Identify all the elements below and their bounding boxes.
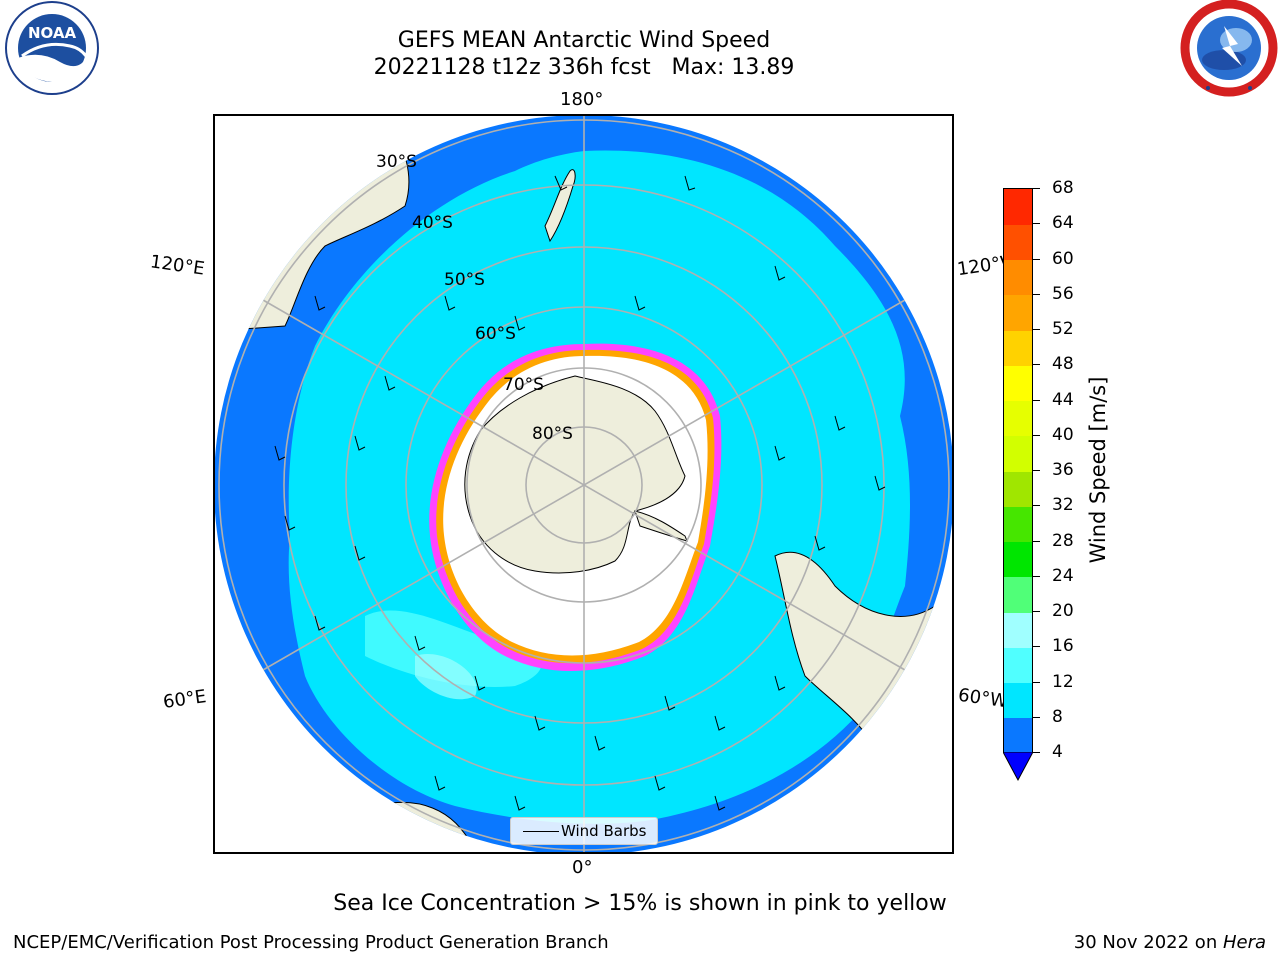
colorbar-tick xyxy=(1033,611,1040,612)
colorbar-tick xyxy=(1033,752,1040,753)
colorbar-segment xyxy=(1004,647,1032,683)
wind-patch-light-2 xyxy=(415,654,477,700)
colorbar-tick xyxy=(1033,188,1040,189)
colorbar-title: Wind Speed [m/s] xyxy=(1086,376,1110,564)
chart-title: GEFS MEAN Antarctic Wind Speed xyxy=(397,28,771,53)
lon-label-60e: 60°E xyxy=(161,686,208,713)
colorbar-tick xyxy=(1033,399,1040,401)
colorbar-tick xyxy=(1033,293,1040,295)
colorbar-segment xyxy=(1004,330,1032,366)
wind-barb-legend-label: Wind Barbs xyxy=(561,822,647,840)
colorbar-tick xyxy=(1033,681,1040,683)
lat-label-40s: 40°S xyxy=(412,213,453,233)
noaa-logo-text: NOAA xyxy=(28,24,77,42)
noaa-logo-icon: NOAA xyxy=(0,0,104,100)
lat-label-70s: 70°S xyxy=(503,375,544,395)
footer-system: Hera xyxy=(1222,932,1266,953)
graticule xyxy=(218,116,950,852)
colorbar-tick-label: 60 xyxy=(1052,248,1074,269)
colorbar-segment xyxy=(1004,471,1032,507)
colorbar-segment xyxy=(1004,576,1032,613)
colorbar-tick-label: 68 xyxy=(1052,178,1074,198)
colorbar-tick xyxy=(1033,470,1040,471)
colorbar-segment xyxy=(1004,400,1032,437)
map-panel xyxy=(213,114,954,854)
lon-label-120e: 120°E xyxy=(148,251,206,280)
colorbar-tick-label: 36 xyxy=(1052,460,1074,480)
colorbar-segment xyxy=(1004,435,1032,472)
colorbar-under-arrow xyxy=(1002,751,1034,782)
colorbar-tick xyxy=(1033,575,1040,577)
footer-date: 30 Nov 2022 on Hera xyxy=(1074,932,1266,953)
colorbar-tick xyxy=(1033,329,1040,330)
land-antarctica xyxy=(464,375,686,574)
colorbar-tick xyxy=(1033,646,1040,648)
nws-logo-icon xyxy=(1178,0,1280,100)
colorbar-segment xyxy=(1004,541,1032,578)
colorbar-tick xyxy=(1033,364,1040,366)
sea-ice-caption: Sea Ice Concentration > 15% is shown in … xyxy=(333,891,947,916)
wind-barbs xyxy=(274,175,886,811)
colorbar-segment xyxy=(1004,506,1032,542)
colorbar-tick-label: 32 xyxy=(1052,495,1074,516)
colorbar-tick-label: 48 xyxy=(1052,354,1074,375)
land-nz xyxy=(544,169,576,243)
lon-label-0: 0° xyxy=(572,857,593,878)
colorbar-segment xyxy=(1004,365,1032,401)
chart-subtitle: 20221128 t12z 336h fcst Max: 13.89 xyxy=(373,55,795,80)
colorbar-tick-label: 56 xyxy=(1052,283,1074,304)
map-legend: Wind Barbs xyxy=(510,817,658,845)
lat-label-60s: 60°S xyxy=(475,324,516,344)
colorbar-tick xyxy=(1033,258,1040,260)
colorbar-tick-label: 16 xyxy=(1052,636,1074,657)
colorbar-segment xyxy=(1004,717,1032,754)
colorbar-tick-label: 20 xyxy=(1052,601,1074,621)
colorbar-tick xyxy=(1033,505,1040,507)
colorbar-tick xyxy=(1033,540,1040,542)
wind-patch-light xyxy=(365,610,542,687)
map-svg xyxy=(215,116,952,852)
colorbar xyxy=(1003,188,1033,754)
colorbar-tick-label: 40 xyxy=(1052,424,1074,445)
colorbar-segment xyxy=(1004,224,1032,260)
colorbar-tick xyxy=(1033,223,1040,225)
lat-label-30s: 30°S xyxy=(376,152,417,172)
colorbar-tick xyxy=(1033,716,1040,718)
colorbar-segment xyxy=(1004,259,1032,296)
colorbar-segment xyxy=(1004,682,1032,719)
land-africa xyxy=(215,735,300,852)
colorbar-tick-label: 64 xyxy=(1052,213,1074,234)
colorbar-tick-label: 4 xyxy=(1052,742,1063,762)
colorbar-tick-label: 44 xyxy=(1052,389,1074,410)
colorbar-segment xyxy=(1004,189,1032,225)
colorbar-tick xyxy=(1033,434,1040,436)
colorbar-tick-label: 24 xyxy=(1052,565,1074,586)
lat-label-80s: 80°S xyxy=(532,424,573,444)
lon-label-60w: 60°W xyxy=(956,684,1009,713)
wind-barb-legend-line xyxy=(523,831,559,832)
footer-date-text: 30 Nov 2022 on xyxy=(1073,932,1223,953)
colorbar-tick-label: 52 xyxy=(1052,319,1074,339)
footer-credit: NCEP/EMC/Verification Post Processing Pr… xyxy=(13,932,609,953)
colorbar-tick-label: 12 xyxy=(1052,671,1074,692)
colorbar-tick-label: 8 xyxy=(1052,706,1063,727)
lat-label-50s: 50°S xyxy=(444,270,485,290)
colorbar-segment xyxy=(1004,612,1032,648)
colorbar-tick-label: 28 xyxy=(1052,530,1074,551)
lon-label-180: 180° xyxy=(560,89,604,110)
colorbar-segment xyxy=(1004,294,1032,331)
